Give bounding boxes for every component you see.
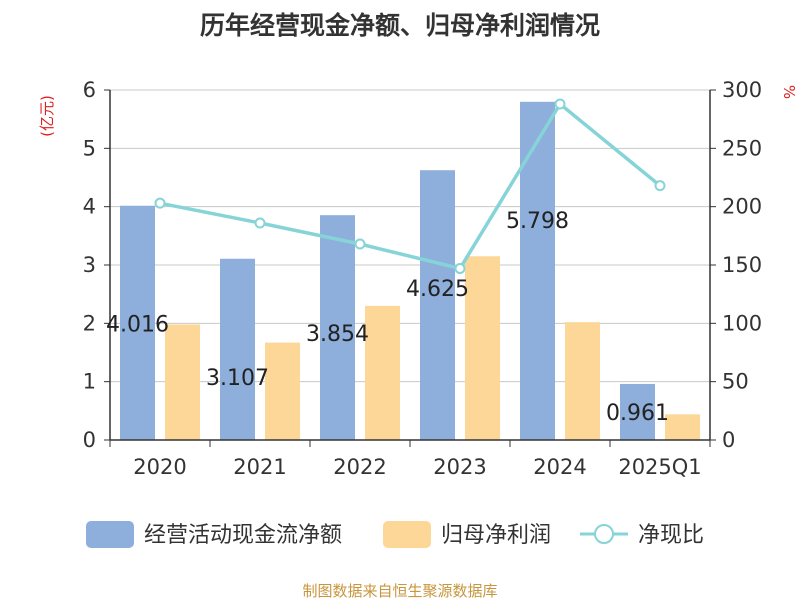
legend-label: 净现比 <box>638 523 704 548</box>
bar <box>565 322 600 440</box>
bar <box>420 170 455 441</box>
bar-data-label: 4.016 <box>106 313 169 338</box>
bar-data-label: 5.798 <box>506 209 569 234</box>
bar <box>265 342 300 440</box>
legend: 经营活动现金流净额 归母净利润 净现比 <box>86 521 704 548</box>
bar-data-label: 3.854 <box>306 322 369 347</box>
y-right-tick-label: 150 <box>722 253 762 277</box>
y-left-tick-label: 4 <box>83 195 96 219</box>
bars <box>120 101 700 441</box>
x-tick-label: 2022 <box>333 455 386 479</box>
y-right-tick-label: 0 <box>722 428 735 452</box>
x-tick-label: 2021 <box>233 455 286 479</box>
bar <box>320 215 355 440</box>
bar <box>465 256 500 440</box>
ratio-point <box>654 180 666 192</box>
bar-data-label: 3.107 <box>206 366 269 391</box>
legend-swatch <box>86 521 134 548</box>
x-tick-label: 2024 <box>533 455 586 479</box>
ratio-point <box>454 263 466 274</box>
y-left-tick-label: 5 <box>83 136 96 160</box>
bar-data-label: 4.625 <box>406 277 469 302</box>
bar <box>220 258 255 440</box>
legend-marker <box>594 524 614 544</box>
ratio-point <box>354 238 366 250</box>
x-tick-label: 2023 <box>433 455 486 479</box>
bar-data-label: 0.961 <box>606 401 669 426</box>
bar <box>665 414 700 440</box>
bar <box>165 324 200 440</box>
source-note: 制图数据来自恒生聚源数据库 <box>302 582 497 600</box>
y-right-tick-label: 100 <box>722 311 762 335</box>
bar <box>365 305 400 440</box>
legend-label: 经营活动现金流净额 <box>144 523 342 548</box>
ratio-line <box>154 98 666 274</box>
data-labels: 4.016 3.107 3.854 4.625 5.798 0.961 <box>106 209 669 426</box>
ratio-point <box>554 98 566 110</box>
y-right-unit-label: % <box>780 85 798 99</box>
bar <box>620 383 655 440</box>
bar <box>120 205 155 440</box>
y-right-tick-label: 250 <box>722 136 762 160</box>
y-left-tick-label: 0 <box>83 428 96 452</box>
y-right-tick-label: 50 <box>722 370 749 394</box>
y-left-tick-label: 1 <box>83 370 96 394</box>
ratio-point <box>154 197 166 209</box>
ratio-line-path <box>159 101 662 271</box>
x-tick-label: 2020 <box>133 455 186 479</box>
y-left-tick-label: 2 <box>83 311 96 335</box>
y-right-tick-label: 300 <box>722 78 762 102</box>
y-left-tick-label: 6 <box>83 78 96 102</box>
y-right-tick-label: 200 <box>722 195 762 219</box>
y-left-tick-label: 3 <box>83 253 96 277</box>
ratio-point <box>254 217 266 229</box>
legend-label: 归母净利润 <box>441 523 551 548</box>
grid <box>110 89 710 383</box>
chart-title: 历年经营现金净额、归母净利润情况 <box>200 11 600 40</box>
axes: 0 1 2 3 4 5 6 0 50 100 150 200 250 300 2020 2021 2022 202… <box>83 78 762 479</box>
y-left-unit-label: (亿元) <box>38 95 56 137</box>
x-tick-label: 2025Q1 <box>618 455 701 479</box>
legend-swatch <box>383 521 431 548</box>
bar <box>520 101 555 441</box>
